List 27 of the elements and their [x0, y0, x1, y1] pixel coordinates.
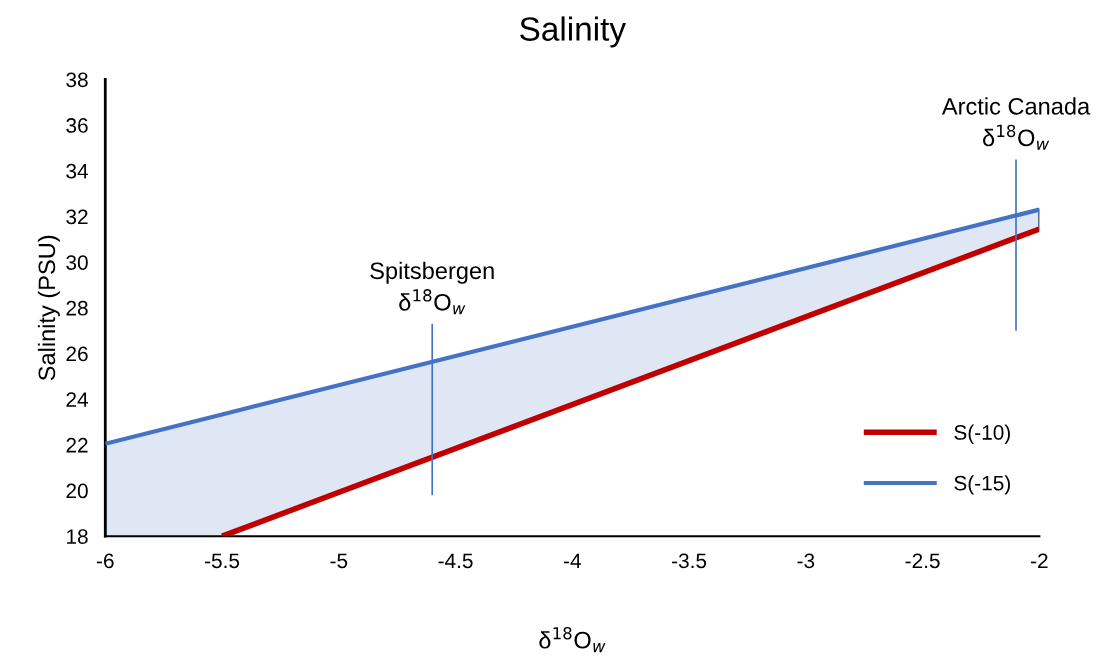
- y-tick-label: 24: [66, 392, 89, 407]
- y-tick-label: 34: [66, 163, 89, 179]
- x-tick-label: -3.5: [672, 553, 707, 569]
- y-tick-label: 38: [66, 72, 88, 88]
- y-axis-title: Salinity (PSU): [37, 235, 60, 381]
- y-tick-label: 18: [67, 529, 88, 544]
- x-axis-title: δ$^{18}$O$_{w}$: [539, 626, 606, 653]
- y-tick-label: 28: [66, 300, 88, 316]
- y-tick-label: 30: [66, 255, 88, 270]
- legend-label: S(-10): [954, 424, 1010, 444]
- legend-label: S(-15): [954, 475, 1010, 495]
- x-tick-label: -2: [1031, 553, 1048, 568]
- y-tick-label: 26: [66, 346, 88, 362]
- annotation: Spitsbergen δ$^{18}$O$_{w}$: [370, 261, 494, 315]
- x-tick-label: -6: [96, 553, 114, 569]
- y-tick-label: 20: [66, 483, 88, 499]
- x-tick-label: -4.5: [438, 553, 473, 569]
- y-tick-label: 36: [66, 118, 88, 133]
- y-tick-label: 22: [66, 437, 88, 453]
- x-tick-label: -3: [797, 553, 815, 569]
- annotation: Arctic Canada δ$^{18}$O$_{w}$: [941, 97, 1091, 150]
- x-tick-label: -5.5: [205, 553, 240, 569]
- x-tick-label: -5: [330, 553, 348, 569]
- y-tick-label: 32: [66, 209, 88, 225]
- x-tick-label: -4: [563, 553, 581, 568]
- chart-title: Salinity: [520, 16, 626, 48]
- x-tick-label: -2.5: [905, 553, 940, 569]
